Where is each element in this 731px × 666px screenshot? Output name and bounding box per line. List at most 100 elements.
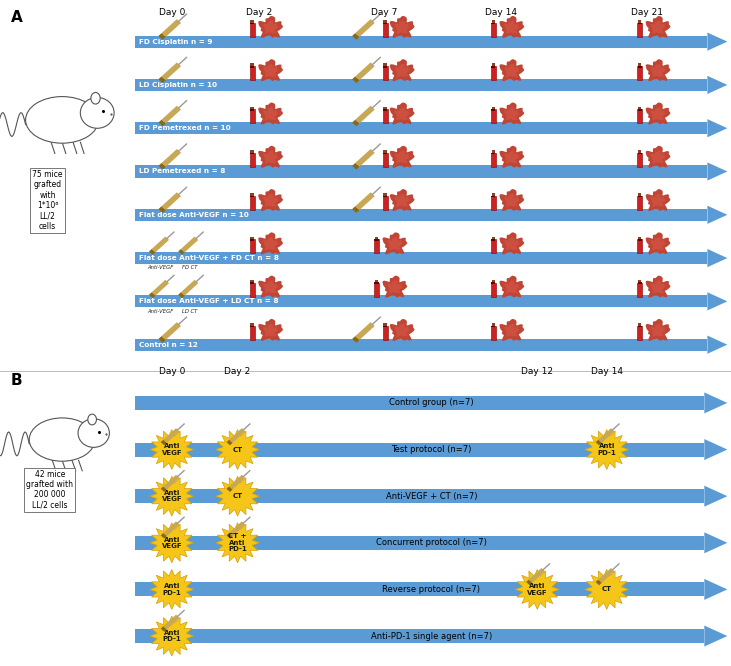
- Polygon shape: [704, 486, 727, 507]
- Polygon shape: [390, 189, 414, 211]
- Text: Anti-VEGF: Anti-VEGF: [148, 309, 174, 314]
- Text: LD CT: LD CT: [182, 309, 198, 314]
- Bar: [491, 109, 496, 111]
- Polygon shape: [499, 103, 524, 125]
- Polygon shape: [258, 146, 283, 168]
- Bar: [637, 153, 642, 166]
- Polygon shape: [390, 16, 414, 38]
- Polygon shape: [162, 149, 181, 166]
- Polygon shape: [227, 486, 232, 492]
- Bar: [491, 326, 496, 340]
- Polygon shape: [596, 579, 602, 585]
- Ellipse shape: [26, 97, 99, 143]
- Polygon shape: [708, 119, 727, 137]
- Bar: [491, 282, 496, 296]
- Bar: [374, 239, 379, 240]
- Bar: [491, 196, 496, 197]
- Bar: [638, 193, 641, 196]
- Polygon shape: [150, 523, 194, 563]
- Bar: [250, 66, 254, 67]
- Bar: [637, 109, 642, 111]
- Bar: [384, 107, 387, 109]
- Bar: [383, 153, 388, 166]
- Bar: [250, 239, 254, 240]
- Polygon shape: [352, 206, 360, 213]
- Polygon shape: [704, 392, 727, 414]
- Text: Day 14: Day 14: [591, 367, 623, 376]
- Polygon shape: [708, 163, 727, 180]
- Polygon shape: [178, 292, 185, 298]
- Bar: [384, 193, 387, 196]
- Polygon shape: [382, 276, 407, 298]
- Text: Day 21: Day 21: [631, 7, 663, 17]
- Polygon shape: [499, 189, 524, 211]
- Bar: [250, 326, 254, 327]
- Text: CT: CT: [602, 586, 612, 593]
- Text: Day 2: Day 2: [246, 7, 273, 17]
- Bar: [249, 196, 254, 210]
- Polygon shape: [708, 249, 727, 267]
- Text: Flat dose Anti-VEGF + LD CT n = 8: Flat dose Anti-VEGF + LD CT n = 8: [139, 298, 279, 304]
- Polygon shape: [229, 428, 246, 443]
- Polygon shape: [352, 336, 360, 343]
- Polygon shape: [162, 19, 181, 37]
- Bar: [637, 196, 642, 210]
- Bar: [383, 326, 388, 340]
- Polygon shape: [645, 189, 670, 211]
- Polygon shape: [263, 194, 278, 207]
- Bar: [375, 236, 378, 239]
- Bar: [383, 153, 387, 154]
- Polygon shape: [159, 33, 166, 40]
- Polygon shape: [395, 107, 409, 121]
- Bar: [135, 208, 708, 221]
- Bar: [135, 489, 704, 503]
- Bar: [135, 535, 704, 550]
- Bar: [250, 196, 254, 197]
- Polygon shape: [355, 63, 375, 80]
- Bar: [249, 239, 254, 253]
- Polygon shape: [216, 430, 260, 470]
- Polygon shape: [645, 276, 670, 298]
- Polygon shape: [598, 428, 615, 443]
- Bar: [383, 66, 387, 67]
- Polygon shape: [150, 430, 194, 470]
- Polygon shape: [526, 579, 532, 585]
- Text: 42 mice
grafted with
200 000
LL/2 cells: 42 mice grafted with 200 000 LL/2 cells: [26, 470, 73, 509]
- Bar: [384, 150, 387, 153]
- Polygon shape: [387, 237, 402, 250]
- Bar: [637, 196, 642, 197]
- Polygon shape: [651, 107, 665, 121]
- Bar: [491, 23, 496, 24]
- Bar: [249, 326, 254, 340]
- Polygon shape: [162, 322, 181, 340]
- Polygon shape: [390, 319, 414, 341]
- Bar: [637, 66, 642, 80]
- Polygon shape: [499, 16, 524, 38]
- Polygon shape: [387, 280, 402, 294]
- Polygon shape: [704, 439, 727, 460]
- Polygon shape: [529, 568, 545, 583]
- Polygon shape: [645, 146, 670, 168]
- Bar: [135, 79, 708, 91]
- Bar: [491, 23, 496, 37]
- Polygon shape: [645, 319, 670, 341]
- Bar: [135, 442, 704, 457]
- Polygon shape: [651, 64, 665, 77]
- Bar: [375, 280, 378, 282]
- Polygon shape: [651, 21, 665, 34]
- Bar: [135, 338, 708, 351]
- Polygon shape: [395, 151, 409, 164]
- Bar: [374, 282, 379, 296]
- Polygon shape: [258, 276, 283, 298]
- Bar: [491, 109, 496, 123]
- Polygon shape: [159, 336, 166, 343]
- Ellipse shape: [29, 418, 95, 461]
- Bar: [383, 66, 388, 80]
- Text: FD Cisplatin n = 9: FD Cisplatin n = 9: [139, 39, 213, 45]
- Polygon shape: [504, 237, 519, 250]
- Text: Anti-PD-1 single agent (n=7): Anti-PD-1 single agent (n=7): [371, 631, 492, 641]
- Bar: [384, 63, 387, 66]
- Bar: [135, 35, 708, 48]
- Polygon shape: [352, 77, 360, 83]
- Polygon shape: [504, 280, 519, 294]
